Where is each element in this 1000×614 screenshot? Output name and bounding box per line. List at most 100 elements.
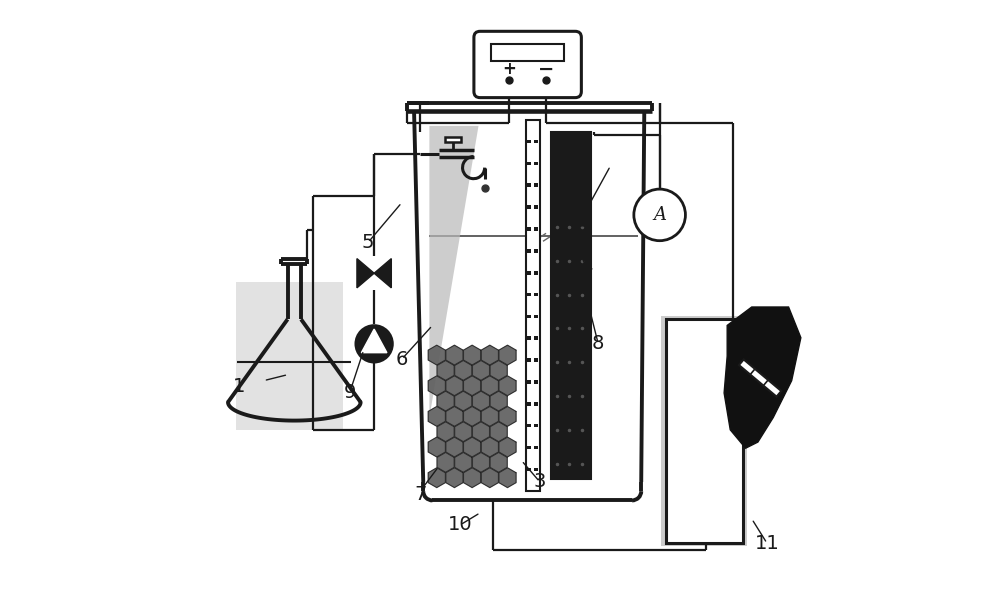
Polygon shape xyxy=(464,468,481,488)
Bar xyxy=(534,184,538,187)
Polygon shape xyxy=(455,391,472,411)
Bar xyxy=(534,467,538,471)
Polygon shape xyxy=(361,329,387,352)
Polygon shape xyxy=(472,391,489,411)
Polygon shape xyxy=(437,360,454,380)
Polygon shape xyxy=(428,345,445,365)
Polygon shape xyxy=(357,258,374,288)
Bar xyxy=(534,314,538,318)
Bar xyxy=(527,271,531,274)
Polygon shape xyxy=(455,453,472,472)
Bar xyxy=(534,227,538,231)
Polygon shape xyxy=(464,376,481,395)
Text: 4: 4 xyxy=(580,258,592,276)
Bar xyxy=(527,424,531,427)
Bar xyxy=(534,205,538,209)
Bar xyxy=(527,184,531,187)
Polygon shape xyxy=(490,453,507,472)
Bar xyxy=(527,402,531,406)
Bar xyxy=(534,358,538,362)
Text: −: − xyxy=(538,60,554,79)
Bar xyxy=(534,402,538,406)
Bar xyxy=(534,293,538,297)
Polygon shape xyxy=(446,437,463,457)
Bar xyxy=(527,380,531,384)
Polygon shape xyxy=(428,406,445,426)
Text: 5: 5 xyxy=(362,233,374,252)
Bar xyxy=(534,380,538,384)
Polygon shape xyxy=(472,453,489,472)
Bar xyxy=(527,358,531,362)
Polygon shape xyxy=(446,345,463,365)
Bar xyxy=(526,120,540,491)
Bar xyxy=(534,271,538,274)
Bar xyxy=(527,446,531,449)
Polygon shape xyxy=(724,307,801,448)
Bar xyxy=(236,282,343,430)
Text: 7: 7 xyxy=(414,485,426,503)
Polygon shape xyxy=(490,391,507,411)
Polygon shape xyxy=(481,468,498,488)
Bar xyxy=(491,44,564,61)
Polygon shape xyxy=(499,345,516,365)
Polygon shape xyxy=(455,422,472,441)
Bar xyxy=(534,446,538,449)
Polygon shape xyxy=(499,376,516,395)
Polygon shape xyxy=(428,468,445,488)
Text: 6: 6 xyxy=(396,350,408,368)
Bar xyxy=(551,132,591,479)
Polygon shape xyxy=(464,437,481,457)
Polygon shape xyxy=(481,437,498,457)
Polygon shape xyxy=(481,376,498,395)
Polygon shape xyxy=(428,437,445,457)
Polygon shape xyxy=(472,360,489,380)
Polygon shape xyxy=(472,422,489,441)
Bar xyxy=(534,336,538,340)
Bar xyxy=(527,293,531,297)
Text: 11: 11 xyxy=(755,534,779,553)
Polygon shape xyxy=(464,406,481,426)
Bar xyxy=(534,140,538,144)
Text: 9: 9 xyxy=(343,384,356,402)
Polygon shape xyxy=(446,468,463,488)
Polygon shape xyxy=(499,468,516,488)
Polygon shape xyxy=(374,258,391,288)
Text: +: + xyxy=(502,60,516,79)
Bar xyxy=(534,249,538,253)
Polygon shape xyxy=(490,360,507,380)
Text: 10: 10 xyxy=(448,516,472,534)
Polygon shape xyxy=(446,406,463,426)
Polygon shape xyxy=(446,376,463,395)
Polygon shape xyxy=(428,376,445,395)
Bar xyxy=(534,424,538,427)
Bar xyxy=(666,319,743,543)
Polygon shape xyxy=(481,406,498,426)
Polygon shape xyxy=(455,360,472,380)
Bar xyxy=(527,249,531,253)
Circle shape xyxy=(354,324,394,363)
Bar xyxy=(527,205,531,209)
Bar xyxy=(527,161,531,165)
Polygon shape xyxy=(499,406,516,426)
Bar xyxy=(527,227,531,231)
FancyBboxPatch shape xyxy=(474,31,581,98)
Polygon shape xyxy=(437,391,454,411)
Polygon shape xyxy=(437,453,454,472)
Polygon shape xyxy=(739,359,781,397)
Bar xyxy=(527,336,531,340)
Bar xyxy=(534,161,538,165)
Polygon shape xyxy=(490,422,507,441)
Polygon shape xyxy=(481,345,498,365)
Text: 8: 8 xyxy=(592,335,604,353)
Polygon shape xyxy=(429,126,479,418)
Polygon shape xyxy=(464,345,481,365)
Text: 3: 3 xyxy=(534,473,546,491)
Bar xyxy=(527,140,531,144)
Bar xyxy=(661,316,747,546)
Polygon shape xyxy=(499,437,516,457)
Bar xyxy=(445,137,461,142)
Text: A: A xyxy=(653,206,666,224)
Text: 1: 1 xyxy=(233,378,245,396)
Text: 2: 2 xyxy=(577,224,589,243)
Bar xyxy=(527,467,531,471)
